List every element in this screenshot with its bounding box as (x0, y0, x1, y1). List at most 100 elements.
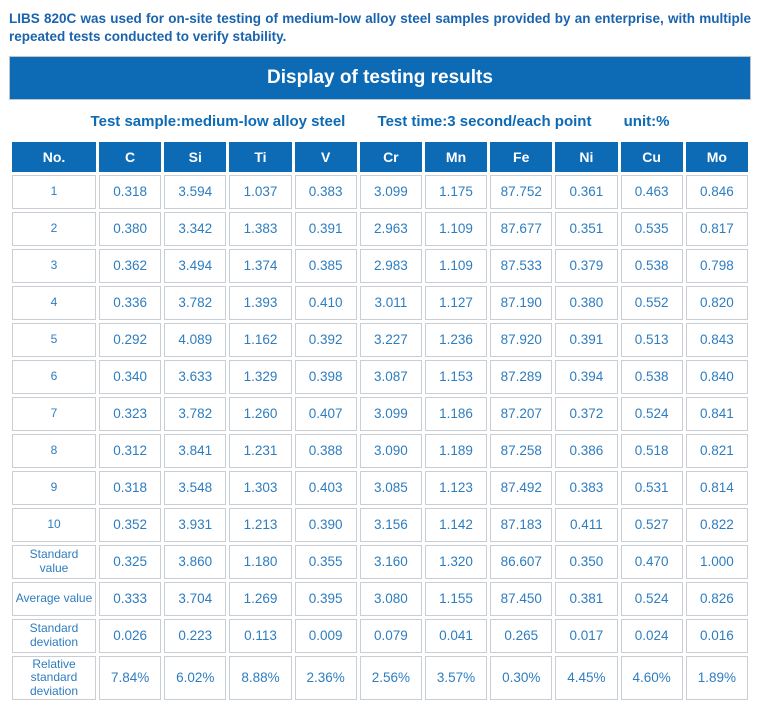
data-cell: 2.963 (359, 211, 422, 246)
data-cell: 0.538 (620, 359, 683, 394)
data-cell: 0.265 (490, 618, 553, 653)
data-cell: 3.841 (164, 433, 227, 468)
data-cell: 0.410 (294, 285, 357, 320)
data-cell: 0.350 (555, 544, 618, 579)
data-cell: 0.318 (99, 470, 162, 505)
data-cell: 0.552 (620, 285, 683, 320)
table-row: 3 0.362 3.494 1.374 0.385 2.983 1.109 87.533 0.3… (12, 248, 748, 283)
data-cell: 0.843 (685, 322, 748, 357)
table-body: 1 0.318 3.594 1.037 0.383 3.099 1.175 87.752 0.3… (12, 174, 748, 700)
data-cell: 3.342 (164, 211, 227, 246)
data-cell: 3.633 (164, 359, 227, 394)
data-cell: 1.374 (229, 248, 292, 283)
column-header-v: V (294, 141, 357, 172)
intro-paragraph: LIBS 820C was used for on-site testing o… (9, 11, 751, 44)
data-cell: 4.60% (620, 655, 683, 700)
data-cell: 0.379 (555, 248, 618, 283)
row-label: 8 (12, 433, 96, 468)
data-cell: 3.085 (359, 470, 422, 505)
row-label: 9 (12, 470, 96, 505)
data-cell: 0.017 (555, 618, 618, 653)
data-cell: 87.190 (490, 285, 553, 320)
data-cell: 0.411 (555, 507, 618, 542)
data-cell: 0.826 (685, 581, 748, 616)
data-cell: 0.355 (294, 544, 357, 579)
data-cell: 0.026 (99, 618, 162, 653)
data-cell: 1.109 (424, 248, 488, 283)
data-cell: 0.318 (99, 174, 162, 209)
data-cell: 6.02% (164, 655, 227, 700)
data-cell: 0.336 (99, 285, 162, 320)
data-cell: 0.407 (294, 396, 357, 431)
data-cell: 1.320 (424, 544, 488, 579)
data-cell: 0.381 (555, 581, 618, 616)
data-cell: 0.798 (685, 248, 748, 283)
column-header-cr: Cr (359, 141, 422, 172)
data-cell: 87.752 (490, 174, 553, 209)
data-cell: 1.162 (229, 322, 292, 357)
data-cell: 0.30% (490, 655, 553, 700)
data-cell: 87.207 (490, 396, 553, 431)
row-label: 10 (12, 507, 96, 542)
data-cell: 1.000 (685, 544, 748, 579)
row-label: Relative standard deviation (12, 655, 96, 700)
row-label: 2 (12, 211, 96, 246)
test-info-row: Test sample:medium-low alloy steel Test … (9, 100, 751, 139)
data-cell: 1.175 (424, 174, 488, 209)
data-cell: 0.325 (99, 544, 162, 579)
data-cell: 1.037 (229, 174, 292, 209)
data-cell: 1.393 (229, 285, 292, 320)
data-cell: 3.160 (359, 544, 422, 579)
data-cell: 0.524 (620, 581, 683, 616)
column-header-mo: Mo (685, 141, 748, 172)
table-row: Relative standard deviation 7.84% 6.02% 8.8… (12, 655, 748, 700)
data-cell: 0.538 (620, 248, 683, 283)
data-cell: 0.391 (294, 211, 357, 246)
data-cell: 0.383 (294, 174, 357, 209)
data-cell: 1.123 (424, 470, 488, 505)
table-row: Average value 0.333 3.704 1.269 0.395 3.080 1.… (12, 581, 748, 616)
data-cell: 0.380 (555, 285, 618, 320)
table-row: Standard deviation 0.026 0.223 0.113 0.009 0.… (12, 618, 748, 653)
column-header-mn: Mn (424, 141, 488, 172)
table-row: 4 0.336 3.782 1.393 0.410 3.011 1.127 87.190 0.3… (12, 285, 748, 320)
data-cell: 1.213 (229, 507, 292, 542)
data-cell: 87.258 (490, 433, 553, 468)
data-cell: 4.45% (555, 655, 618, 700)
data-cell: 0.822 (685, 507, 748, 542)
data-cell: 3.931 (164, 507, 227, 542)
data-cell: 7.84% (99, 655, 162, 700)
data-cell: 1.269 (229, 581, 292, 616)
row-label: 3 (12, 248, 96, 283)
data-cell: 2.36% (294, 655, 357, 700)
data-cell: 0.016 (685, 618, 748, 653)
data-cell: 1.153 (424, 359, 488, 394)
data-cell: 0.223 (164, 618, 227, 653)
table-row: 2 0.380 3.342 1.383 0.391 2.963 1.109 87.677 0.3… (12, 211, 748, 246)
data-cell: 0.524 (620, 396, 683, 431)
table-row: Standard value 0.325 3.860 1.180 0.355 3.160 1… (12, 544, 748, 579)
table-row: 7 0.323 3.782 1.260 0.407 3.099 1.186 87.207 0.3… (12, 396, 748, 431)
data-cell: 0.470 (620, 544, 683, 579)
column-header-fe: Fe (490, 141, 553, 172)
data-cell: 1.189 (424, 433, 488, 468)
data-cell: 0.361 (555, 174, 618, 209)
data-cell: 3.090 (359, 433, 422, 468)
data-cell: 3.227 (359, 322, 422, 357)
data-cell: 3.548 (164, 470, 227, 505)
column-header-si: Si (164, 141, 227, 172)
data-cell: 0.388 (294, 433, 357, 468)
data-cell: 3.494 (164, 248, 227, 283)
data-cell: 87.183 (490, 507, 553, 542)
data-cell: 3.099 (359, 396, 422, 431)
data-cell: 86.607 (490, 544, 553, 579)
data-cell: 87.289 (490, 359, 553, 394)
data-cell: 3.782 (164, 396, 227, 431)
data-cell: 1.236 (424, 322, 488, 357)
data-cell: 0.518 (620, 433, 683, 468)
data-cell: 1.89% (685, 655, 748, 700)
data-cell: 0.821 (685, 433, 748, 468)
row-label: Average value (12, 581, 96, 616)
table-row: 9 0.318 3.548 1.303 0.403 3.085 1.123 87.492 0.3… (12, 470, 748, 505)
